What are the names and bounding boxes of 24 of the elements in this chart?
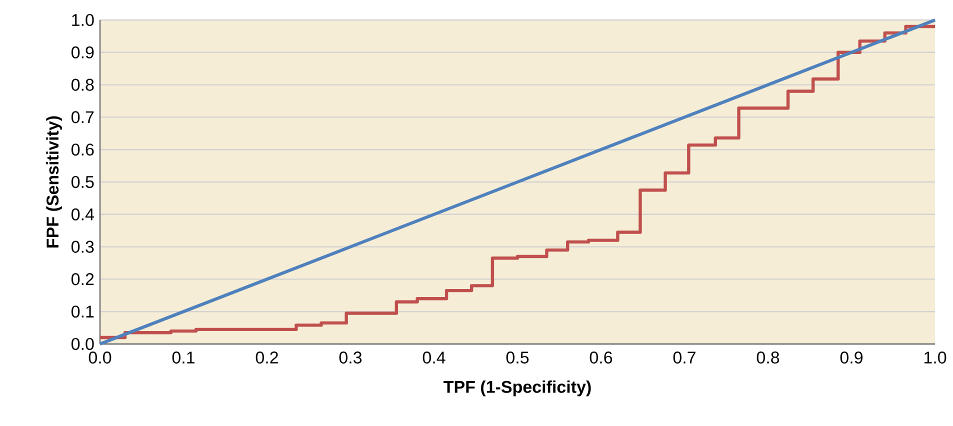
x-tick-label: 1.0 [924,352,946,364]
x-tick-label: 0.6 [590,352,612,364]
y-tick-label: 0.4 [71,208,94,220]
y-tick-label: 0.2 [71,273,94,286]
x-tick-label: 0.4 [422,352,446,364]
y-tick-label: 1.0 [72,14,94,26]
y-tick-label: 0.0 [71,338,94,350]
x-tick-label: 0.7 [673,352,696,364]
y-tick-label: 0.6 [71,144,94,156]
x-tick-label: 0.8 [756,352,780,364]
y-axis-title: FPF (Sensitivity) [46,116,62,248]
x-tick-label: 0.9 [840,352,863,364]
y-tick-label: 0.1 [71,306,94,318]
y-tick-label: 0.9 [71,46,94,58]
x-tick-label: 0.0 [88,352,112,364]
x-tick-label: 0.2 [256,352,278,364]
y-tick-label: 0.8 [71,78,94,91]
y-tick-label: 0.5 [71,176,94,188]
x-tick-label: 0.3 [339,352,362,364]
x-axis-title: TPF (1-Specificity) [444,380,591,396]
y-tick-label: 0.3 [71,240,94,253]
x-tick-label: 0.5 [506,352,529,364]
x-tick-label: 0.1 [172,352,194,364]
y-tick-label: 0.7 [71,111,94,124]
